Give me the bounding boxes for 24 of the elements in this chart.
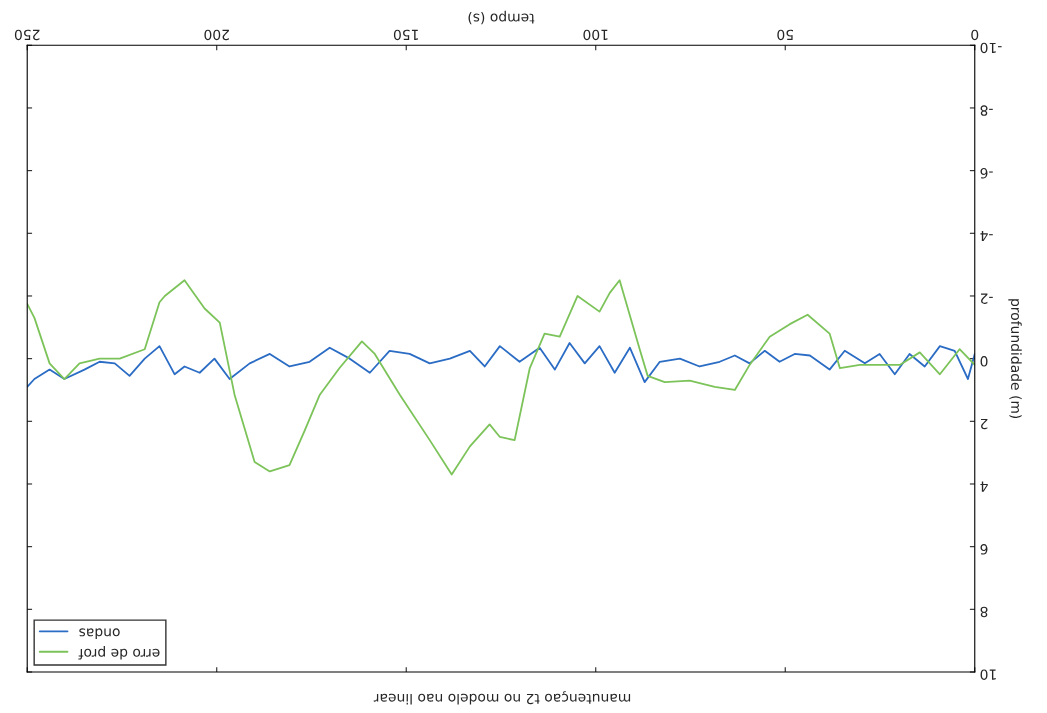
y-tick-label: 8 <box>980 606 988 618</box>
y-tick-label: -4 <box>980 230 993 242</box>
y-tick-label: 0 <box>980 356 988 367</box>
y-tick-label: -10 <box>980 42 1002 54</box>
x-tick-label: 150 <box>393 29 418 41</box>
x-tick-label: 250 <box>14 29 40 41</box>
y-tick-label: -6 <box>980 168 993 179</box>
y-tick-label: -2 <box>981 293 993 304</box>
legend-label: ondas <box>79 628 120 640</box>
y-tick-label: 10 <box>980 669 996 680</box>
x-tick-label: 100 <box>583 29 608 41</box>
x-tick-label: 200 <box>204 29 229 41</box>
legend-label: erro de prof <box>78 646 160 660</box>
text: manutençao t2 no modelo nao linear <box>373 691 631 705</box>
y-tick-label: -8 <box>980 105 993 116</box>
x-axis-title: tempo (s) <box>468 10 535 25</box>
y-axis-title: profundidade (m) <box>1008 299 1022 419</box>
line-series <box>27 279 975 476</box>
x-tick-label: 0 <box>971 29 979 41</box>
x-tick-label: 50 <box>777 29 794 41</box>
line-series <box>27 342 975 388</box>
y-tick-label: 4 <box>980 481 988 492</box>
y-tick-label: 2 <box>981 418 988 430</box>
y-tick-label: 6 <box>980 544 988 555</box>
